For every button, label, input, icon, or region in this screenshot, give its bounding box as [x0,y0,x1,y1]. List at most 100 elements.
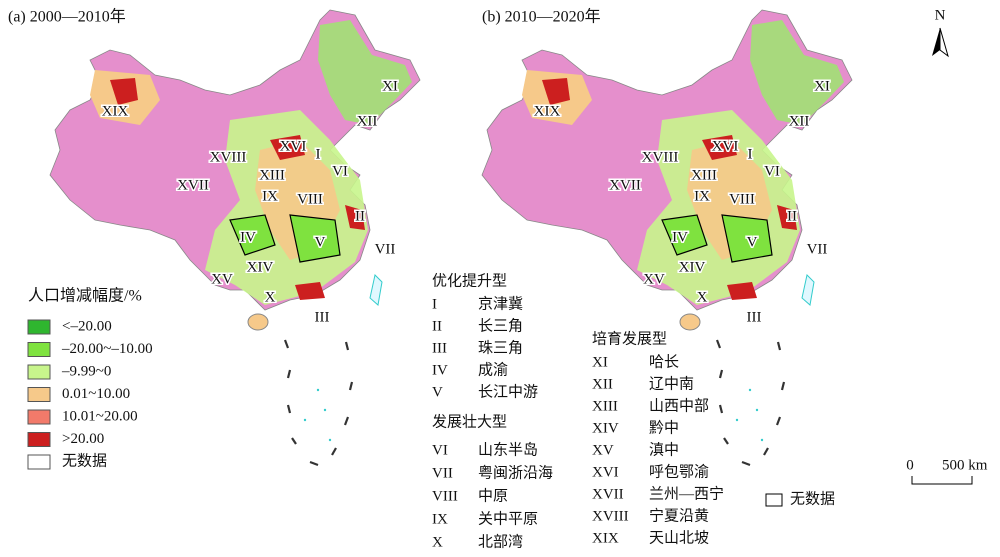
region-label: XVI [712,138,739,154]
group-name: 黔中 [649,419,679,436]
panel-title: (b) 2010—2020年 [482,8,601,26]
region-label: VIII [729,191,755,207]
region-label: X [265,289,276,305]
region-label: II [355,208,365,224]
group-name: 山西中部 [649,397,709,414]
group-numeral: II [432,318,442,334]
region-label: XIII [691,167,717,183]
group-numeral: IV [432,362,448,378]
legend-swatch [27,454,51,470]
group-title: 培育发展型 [592,330,667,347]
legend-swatch [27,319,51,335]
group-name: 宁夏沿黄 [649,507,709,524]
region-label: XVII [609,177,641,193]
legend-swatch [27,432,51,447]
north-label: N [935,7,946,23]
group-title: 发展壮大型 [432,413,507,430]
group-numeral: VIII [432,488,458,504]
group-name: 天山北坡 [649,529,709,546]
region-label: XV [643,271,665,287]
group-name: 成渝 [478,361,508,378]
region-label: XVIII [642,149,679,165]
nodata-swatch [765,493,783,507]
group-numeral: XIV [592,420,619,436]
region-label: IX [694,188,710,204]
legend-label: –20.00~–10.00 [61,341,153,357]
panel-title: (a) 2000—2010年 [8,8,126,26]
region-label: VII [375,241,396,257]
group-name: 关中平原 [478,510,538,527]
group-name: 辽中南 [649,375,694,392]
region-label: III [315,309,330,325]
group-numeral: III [432,340,447,356]
legend-swatch [27,387,51,402]
group-numeral: XIX [592,530,619,546]
group-name: 珠三角 [478,339,523,356]
legend-label: 10.01~20.00 [62,408,138,424]
scale-bar: 0 500 km [906,457,988,485]
region-label: XI [814,78,830,94]
legend-label: 无数据 [62,452,107,469]
legend-title: 人口增减幅度/% [28,287,142,305]
group-numeral: VI [432,442,448,458]
scale-label: 500 km [942,457,988,473]
region-label: IV [672,229,688,245]
legend-label: <–20.00 [62,318,112,334]
region-label: II [787,208,797,224]
group-numeral: I [432,296,437,312]
region-label: V [315,234,326,250]
region-label: XV [211,271,233,287]
group-name: 山东半岛 [478,441,538,458]
region-label: IV [240,229,256,245]
group-numeral: XI [592,354,608,370]
group-numeral: XII [592,376,613,392]
region-label: XIV [679,259,706,275]
group-name: 中原 [478,487,508,504]
group-numeral: XVI [592,464,619,480]
region-label: XVIII [210,149,247,165]
group-name: 长三角 [478,317,523,334]
region-label: V [747,234,758,250]
region-label: XIII [259,167,285,183]
group-name: 长江中游 [478,383,538,400]
region-label: I [316,146,321,162]
group-numeral: X [432,534,443,550]
legend-swatch [27,364,51,380]
region-label: VI [332,163,348,179]
group-name: 兰州—西宁 [649,485,724,502]
group-numeral: XVIII [592,508,629,524]
group-numeral: IX [432,511,448,527]
region-label: IX [262,188,278,204]
group-name: 滇中 [649,441,679,458]
group-numeral: XV [592,442,614,458]
group-title: 优化提升型 [432,272,507,289]
region-label: XIX [534,103,561,119]
group-numeral: VII [432,465,453,481]
region-label: VI [764,163,780,179]
group-numeral: XVII [592,486,624,502]
legend-label: –9.99~0 [61,363,111,379]
scale-zero: 0 [906,457,914,473]
region-label: XI [382,78,398,94]
region-label: VII [807,241,828,257]
region-label: XII [357,113,378,129]
group-name: 北部湾 [478,533,523,550]
region-label: X [697,289,708,305]
group-name: 呼包鄂渝 [649,463,709,480]
group-numeral: XIII [592,398,618,414]
north-arrow: N [932,7,949,58]
group-numeral: V [432,384,443,400]
region-label: I [748,146,753,162]
region-label: XVI [280,138,307,154]
legend-label: 0.01~10.00 [62,386,130,402]
region-label: XIV [247,259,274,275]
region-label: XVII [177,177,209,193]
region-label: XII [789,113,810,129]
group-name: 粤闽浙沿海 [478,463,553,481]
group-name: 哈长 [649,353,679,370]
legend-label: >20.00 [62,431,104,447]
group-name: 京津冀 [478,295,523,312]
legend-swatch [27,409,51,425]
region-label: VIII [297,191,323,207]
